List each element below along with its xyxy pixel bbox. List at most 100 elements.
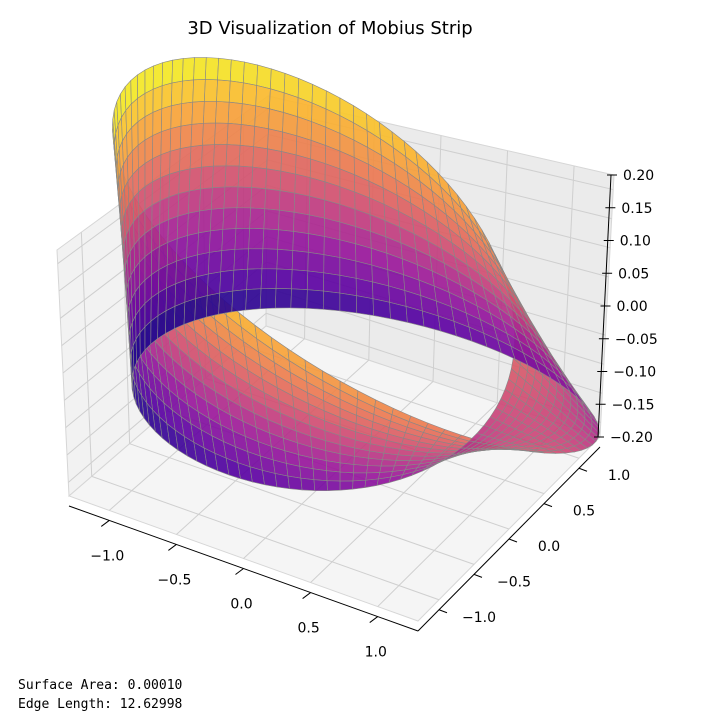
surface-patch bbox=[308, 214, 325, 237]
surface-patch bbox=[179, 123, 193, 149]
surface-patch bbox=[196, 252, 210, 278]
surface-patch bbox=[240, 103, 257, 127]
z-tick-label: −0.10 bbox=[613, 365, 656, 381]
surface-patch bbox=[161, 82, 173, 110]
surface-patch bbox=[187, 210, 200, 236]
x-tick-label: −1.0 bbox=[90, 548, 124, 564]
y-tick bbox=[473, 573, 483, 578]
surface-patch bbox=[226, 123, 242, 146]
surface-patch bbox=[307, 251, 325, 274]
surface-patch bbox=[152, 85, 163, 113]
y-gridline bbox=[91, 475, 440, 601]
surface-patch bbox=[188, 188, 201, 214]
surface-patch bbox=[221, 228, 237, 251]
surface-patch bbox=[300, 477, 316, 491]
y-gridline bbox=[129, 443, 475, 565]
surface-patch bbox=[168, 193, 180, 221]
surface-patch bbox=[326, 470, 341, 482]
surface-patch bbox=[206, 271, 222, 296]
surface-patch bbox=[231, 289, 247, 313]
y-tick bbox=[438, 609, 448, 614]
x-tick-label: −0.5 bbox=[157, 572, 191, 588]
surface-patch bbox=[395, 454, 413, 461]
surface-patch bbox=[268, 108, 284, 133]
surface-patch bbox=[152, 154, 162, 183]
y-tick-label: 0.0 bbox=[538, 539, 560, 555]
z-tick-label: −0.15 bbox=[612, 397, 655, 413]
surface-patch bbox=[245, 288, 262, 311]
surface-patch bbox=[177, 190, 190, 217]
surface-patch bbox=[256, 64, 272, 90]
surface-patch bbox=[259, 288, 277, 310]
surface-patch bbox=[339, 462, 355, 474]
surface-patch bbox=[263, 208, 280, 231]
surface-patch bbox=[180, 101, 194, 127]
surface-patch bbox=[198, 208, 212, 234]
surface-patch bbox=[307, 233, 325, 256]
y-tick-label: 0.5 bbox=[573, 504, 595, 520]
surface-patch bbox=[183, 298, 196, 325]
surface-patch bbox=[151, 177, 161, 206]
surface-patch bbox=[339, 480, 354, 491]
surface-patch bbox=[169, 148, 181, 175]
z-tick-label: 0.00 bbox=[617, 299, 648, 315]
surface-patch bbox=[260, 268, 278, 290]
surface-patch bbox=[238, 144, 255, 168]
surface-patch bbox=[159, 196, 170, 225]
y-tick-label: −0.5 bbox=[497, 574, 531, 590]
axis-ticks: −1.0 −0.5 0.0 0.5 1.0 −1.0 −0.5 0.0 0.5 1.0 −0.20 −… bbox=[90, 168, 658, 661]
surface-patch bbox=[204, 79, 218, 102]
surface-patch bbox=[171, 80, 183, 107]
surface-patch bbox=[380, 459, 397, 467]
surface-patch bbox=[274, 473, 290, 490]
surface-patch bbox=[252, 146, 268, 170]
surface-patch bbox=[144, 88, 154, 118]
surface-patch bbox=[227, 101, 243, 125]
y-tick-label: 1.0 bbox=[608, 468, 630, 484]
surface-patch bbox=[152, 62, 163, 90]
surface-patch bbox=[323, 217, 341, 241]
surface-patch bbox=[161, 59, 173, 87]
surface-patch bbox=[160, 150, 171, 179]
surface-patch bbox=[325, 460, 341, 473]
surface-patch bbox=[176, 212, 189, 240]
surface-patch bbox=[166, 238, 178, 266]
surface-patch bbox=[352, 479, 367, 490]
surface-patch bbox=[265, 168, 282, 191]
surface-patch bbox=[199, 187, 213, 212]
surface-patch bbox=[267, 128, 283, 152]
surface-patch bbox=[294, 173, 311, 197]
z-tick-label: 0.10 bbox=[620, 234, 651, 250]
surface-patch bbox=[184, 276, 197, 303]
surface-patch bbox=[251, 166, 267, 190]
surface-patch bbox=[186, 232, 199, 259]
surface-patch bbox=[176, 235, 188, 262]
z-tick-label: 0.05 bbox=[618, 266, 649, 282]
surface-patch bbox=[339, 274, 357, 297]
x-tick bbox=[168, 544, 177, 551]
surface-patch bbox=[205, 57, 219, 81]
surface-patch bbox=[220, 249, 236, 273]
mobius-surface bbox=[112, 57, 600, 491]
surface-patch bbox=[166, 260, 177, 289]
surface-patch bbox=[322, 290, 341, 312]
surface-patch bbox=[197, 230, 211, 256]
y-tick bbox=[578, 467, 588, 472]
surface-patch bbox=[181, 79, 194, 104]
surface-patch bbox=[233, 248, 249, 271]
surface-patch bbox=[234, 228, 250, 250]
surface-patch bbox=[214, 122, 229, 145]
surface-patch bbox=[295, 154, 311, 179]
x-gridline bbox=[80, 232, 93, 477]
surface-patch bbox=[225, 144, 241, 167]
x-tick bbox=[235, 568, 244, 575]
x-tick bbox=[302, 592, 311, 599]
surface-patch bbox=[250, 187, 267, 210]
surface-patch bbox=[246, 268, 263, 290]
surface-patch bbox=[222, 207, 238, 230]
surface-patch bbox=[293, 211, 310, 234]
surface-patch bbox=[299, 466, 315, 481]
surface-patch bbox=[339, 292, 358, 314]
surface-patch bbox=[195, 273, 209, 299]
surface-patch bbox=[243, 61, 259, 86]
